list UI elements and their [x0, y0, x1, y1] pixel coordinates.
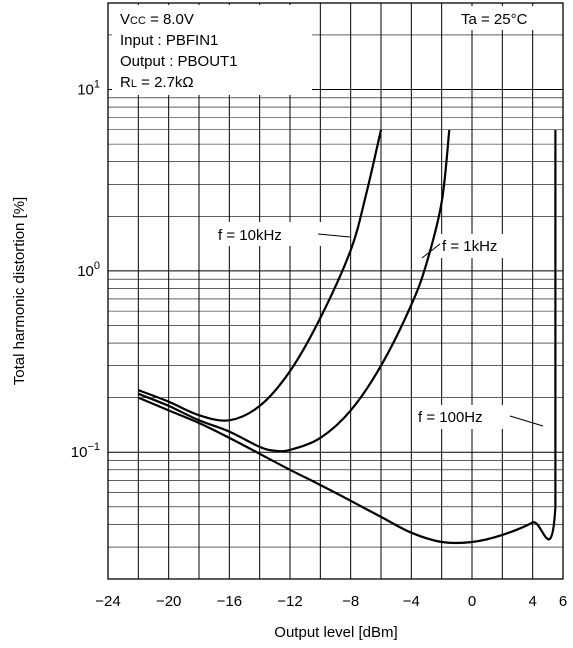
x-tick-label: 6: [559, 593, 567, 610]
conditions-box: [112, 5, 312, 95]
input-label: Input : PBFIN1: [120, 32, 218, 49]
x-axis-title: Output level [dBm]: [274, 624, 397, 641]
label-bg-1khz: [438, 234, 526, 258]
series-label-10khz: f = 10kHz: [218, 227, 282, 244]
tick-labels: −24 −20 −16 −12 −8 −4 0 4 6 101 100 10−1: [71, 79, 567, 610]
x-tick-label: −20: [156, 593, 181, 610]
y-axis-title: Total harmonic distortion [%]: [11, 197, 28, 385]
plot-frame: [107, 2, 564, 580]
label-bg-100hz: [414, 405, 514, 429]
series-label-100hz: f = 100Hz: [418, 409, 483, 426]
vcc-label: VCC = 8.0V: [120, 11, 194, 28]
series-line-1: [137, 129, 451, 453]
series-label-1khz: f = 1kHz: [442, 238, 497, 255]
leader-1khz: [421, 243, 441, 259]
x-tick-label: −8: [342, 593, 359, 610]
x-tick-label: −24: [95, 593, 120, 610]
y-tick-label: 10−1: [71, 441, 100, 461]
x-tick-label: −12: [277, 593, 302, 610]
x-tick-label: 0: [468, 593, 476, 610]
leader-100hz: [509, 415, 544, 427]
x-tick-label: −4: [403, 593, 420, 610]
curves: [137, 129, 557, 545]
y-tick-label: 101: [77, 79, 100, 99]
x-tick-label: 4: [528, 593, 536, 610]
y-tick-label: 100: [77, 260, 100, 280]
ta-box: [453, 6, 561, 30]
series-line-0: [137, 129, 383, 422]
x-tick-label: −16: [217, 593, 242, 610]
label-bg-10khz: [214, 222, 322, 246]
leader-10khz: [317, 233, 351, 238]
ta-label: Ta = 25°C: [461, 11, 528, 28]
series-line-2: [137, 129, 557, 545]
output-label: Output : PBOUT1: [120, 53, 238, 70]
rl-label: RL = 2.7kΩ: [120, 74, 194, 91]
grid: [108, 3, 563, 579]
